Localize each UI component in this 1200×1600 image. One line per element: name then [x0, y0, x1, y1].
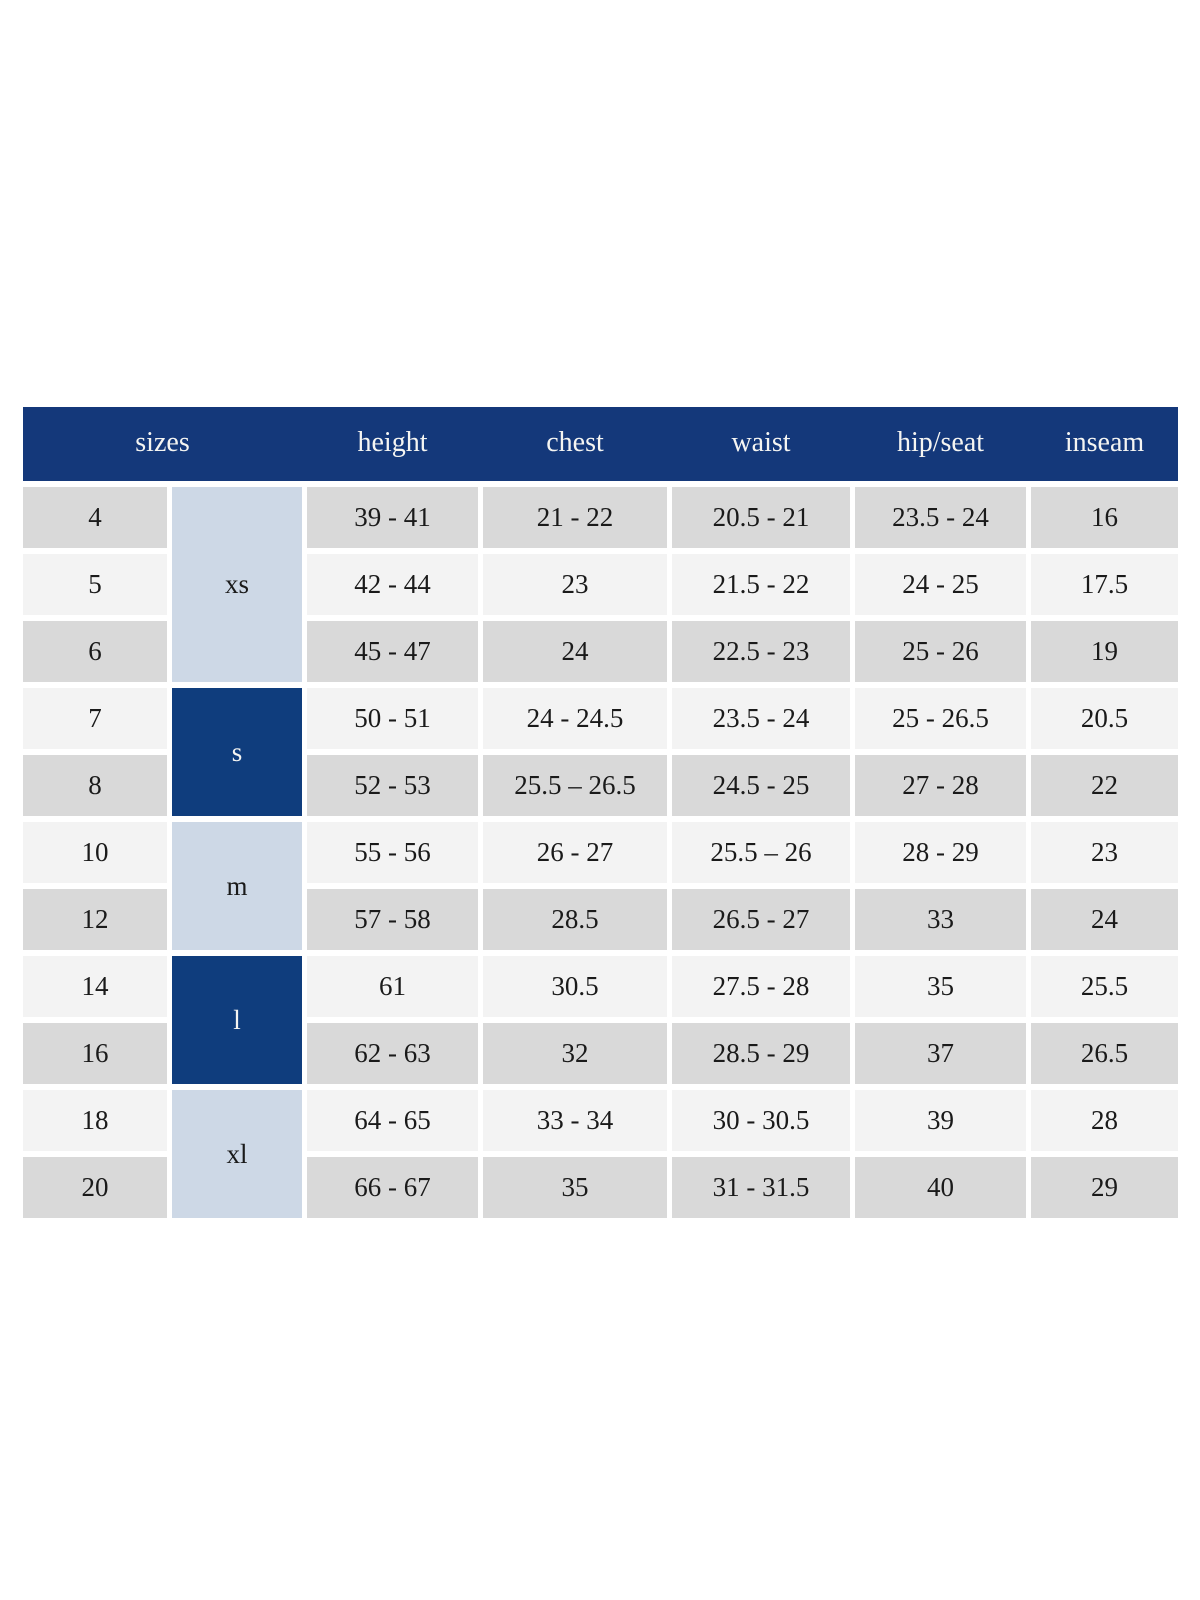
- chest-cell: 25.5 – 26.5: [483, 755, 667, 816]
- height-cell: 57 - 58: [307, 889, 478, 950]
- column-header-chest: chest: [546, 426, 604, 458]
- size-cell: 14: [23, 956, 167, 1017]
- chest-cell: 30.5: [483, 956, 667, 1017]
- column-header-sizes: sizes: [135, 426, 190, 458]
- height-cell: 42 - 44: [307, 554, 478, 615]
- hip-seat-cell: 35: [855, 956, 1026, 1017]
- size-cell: 16: [23, 1023, 167, 1084]
- table-header-row: sizes height chest waist hip/seat inseam: [23, 407, 1178, 481]
- size-cell: 4: [23, 487, 167, 548]
- column-header-hip-seat: hip/seat: [896, 426, 985, 458]
- inseam-cell: 16: [1031, 487, 1178, 548]
- column-header-height: height: [357, 426, 428, 458]
- inseam-cell: 24: [1031, 889, 1178, 950]
- chest-cell: 21 - 22: [483, 487, 667, 548]
- waist-cell: 20.5 - 21: [672, 487, 850, 548]
- height-cell: 64 - 65: [307, 1090, 478, 1151]
- waist-cell: 26.5 - 27: [672, 889, 850, 950]
- inseam-cell: 17.5: [1031, 554, 1178, 615]
- height-cell: 50 - 51: [307, 688, 478, 749]
- inseam-cell: 26.5: [1031, 1023, 1178, 1084]
- size-cell: 18: [23, 1090, 167, 1151]
- size-chart-table: sizes height chest waist hip/seat inseam…: [23, 407, 1178, 1218]
- waist-cell: 23.5 - 24: [672, 688, 850, 749]
- hip-seat-cell: 28 - 29: [855, 822, 1026, 883]
- size-cell: 5: [23, 554, 167, 615]
- chest-cell: 33 - 34: [483, 1090, 667, 1151]
- height-cell: 61: [307, 956, 478, 1017]
- waist-cell: 30 - 30.5: [672, 1090, 850, 1151]
- inseam-cell: 22: [1031, 755, 1178, 816]
- hip-seat-cell: 37: [855, 1023, 1026, 1084]
- chest-cell: 28.5: [483, 889, 667, 950]
- column-header-waist: waist: [731, 426, 791, 458]
- size-cell: 7: [23, 688, 167, 749]
- waist-cell: 25.5 – 26: [672, 822, 850, 883]
- inseam-cell: 19: [1031, 621, 1178, 682]
- chest-cell: 32: [483, 1023, 667, 1084]
- size-group-cell-xs: xs: [172, 487, 302, 682]
- inseam-cell: 23: [1031, 822, 1178, 883]
- hip-seat-cell: 25 - 26: [855, 621, 1026, 682]
- chest-cell: 23: [483, 554, 667, 615]
- size-cell: 10: [23, 822, 167, 883]
- column-header-inseam: inseam: [1064, 426, 1145, 458]
- size-group-cell-l: l: [172, 956, 302, 1084]
- height-cell: 39 - 41: [307, 487, 478, 548]
- chest-cell: 24 - 24.5: [483, 688, 667, 749]
- chest-cell: 24: [483, 621, 667, 682]
- hip-seat-cell: 40: [855, 1157, 1026, 1218]
- size-group-cell-s: s: [172, 688, 302, 816]
- hip-seat-cell: 25 - 26.5: [855, 688, 1026, 749]
- size-cell: 8: [23, 755, 167, 816]
- chest-cell: 35: [483, 1157, 667, 1218]
- height-cell: 52 - 53: [307, 755, 478, 816]
- hip-seat-cell: 24 - 25: [855, 554, 1026, 615]
- size-cell: 12: [23, 889, 167, 950]
- size-group-cell-xl: xl: [172, 1090, 302, 1218]
- height-cell: 45 - 47: [307, 621, 478, 682]
- waist-cell: 28.5 - 29: [672, 1023, 850, 1084]
- size-cell: 20: [23, 1157, 167, 1218]
- inseam-cell: 20.5: [1031, 688, 1178, 749]
- inseam-cell: 28: [1031, 1090, 1178, 1151]
- hip-seat-cell: 23.5 - 24: [855, 487, 1026, 548]
- hip-seat-cell: 27 - 28: [855, 755, 1026, 816]
- size-group-cell-m: m: [172, 822, 302, 950]
- size-table-body: 4 39 - 41 21 - 22 20.5 - 21 23.5 - 24 16 5 42 -…: [23, 487, 1178, 1218]
- size-cell: 6: [23, 621, 167, 682]
- inseam-cell: 25.5: [1031, 956, 1178, 1017]
- hip-seat-cell: 39: [855, 1090, 1026, 1151]
- waist-cell: 24.5 - 25: [672, 755, 850, 816]
- inseam-cell: 29: [1031, 1157, 1178, 1218]
- waist-cell: 27.5 - 28: [672, 956, 850, 1017]
- hip-seat-cell: 33: [855, 889, 1026, 950]
- height-cell: 66 - 67: [307, 1157, 478, 1218]
- chest-cell: 26 - 27: [483, 822, 667, 883]
- waist-cell: 21.5 - 22: [672, 554, 850, 615]
- waist-cell: 31 - 31.5: [672, 1157, 850, 1218]
- waist-cell: 22.5 - 23: [672, 621, 850, 682]
- height-cell: 62 - 63: [307, 1023, 478, 1084]
- height-cell: 55 - 56: [307, 822, 478, 883]
